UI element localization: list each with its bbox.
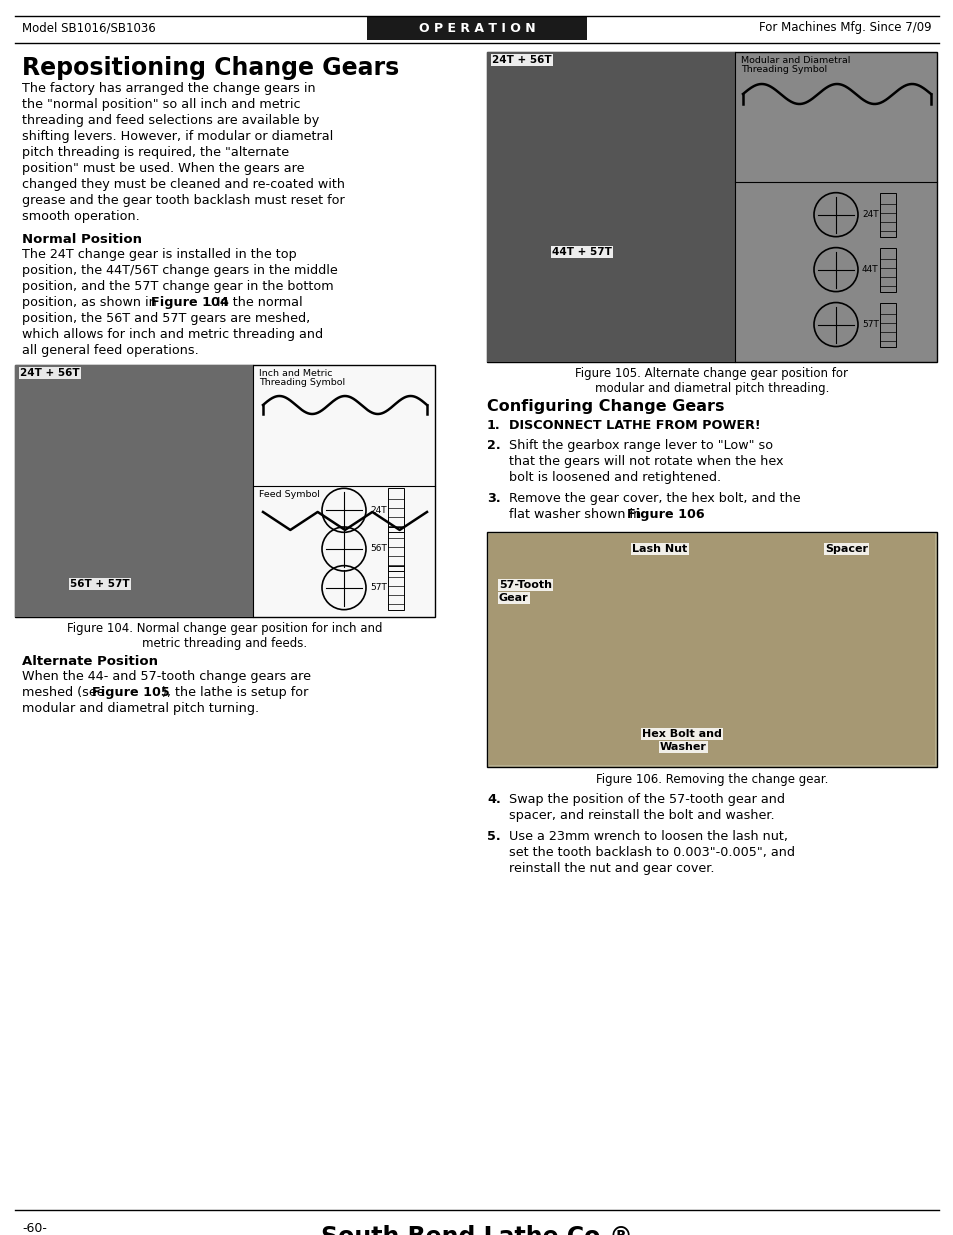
Text: 57T: 57T: [862, 320, 878, 329]
Text: Feed Symbol: Feed Symbol: [258, 490, 319, 499]
Text: For Machines Mfg. Since 7/09: For Machines Mfg. Since 7/09: [759, 21, 931, 35]
Bar: [879, 193, 895, 237]
Text: position" must be used. When the gears are: position" must be used. When the gears a…: [22, 162, 304, 175]
Text: 57T: 57T: [370, 583, 387, 592]
Text: Repositioning Change Gears: Repositioning Change Gears: [22, 56, 399, 80]
Text: Model SB1016/SB1036: Model SB1016/SB1036: [22, 21, 155, 35]
Text: 2.: 2.: [486, 438, 500, 452]
Bar: [486, 532, 936, 767]
Text: spacer, and reinstall the bolt and washer.: spacer, and reinstall the bolt and washe…: [509, 809, 774, 823]
Text: all general feed operations.: all general feed operations.: [22, 345, 198, 357]
Text: shifting levers. However, if modular or diametral: shifting levers. However, if modular or …: [22, 130, 333, 143]
Text: Alternate Position: Alternate Position: [22, 655, 158, 668]
Bar: [15, 366, 435, 618]
Text: -60-: -60-: [22, 1221, 47, 1235]
Text: Shift the gearbox range lever to "Low" so: Shift the gearbox range lever to "Low" s…: [509, 438, 772, 452]
Text: 57-Tooth: 57-Tooth: [498, 580, 552, 590]
Text: Lash Nut: Lash Nut: [631, 543, 686, 555]
Text: 56T: 56T: [370, 545, 387, 553]
Text: position, and the 57T change gear in the bottom: position, and the 57T change gear in the…: [22, 280, 334, 293]
Text: 24T + 56T: 24T + 56T: [492, 56, 551, 65]
Text: Gear: Gear: [498, 593, 528, 603]
Text: Inch and Metric: Inch and Metric: [258, 369, 333, 378]
Text: Modular and Diametral: Modular and Diametral: [740, 56, 849, 65]
Text: Swap the position of the 57-tooth gear and: Swap the position of the 57-tooth gear a…: [509, 793, 784, 806]
Text: Remove the gear cover, the hex bolt, and the: Remove the gear cover, the hex bolt, and…: [509, 492, 800, 505]
Bar: [489, 534, 934, 764]
Text: Threading Symbol: Threading Symbol: [740, 65, 826, 74]
Text: 44T: 44T: [862, 266, 878, 274]
Text: South Bend Lathe Co.®: South Bend Lathe Co.®: [321, 1225, 632, 1235]
Text: 24T + 56T: 24T + 56T: [20, 368, 79, 378]
Text: Spacer: Spacer: [824, 543, 867, 555]
Text: threading and feed selections are available by: threading and feed selections are availa…: [22, 114, 319, 127]
Text: the "normal position" so all inch and metric: the "normal position" so all inch and me…: [22, 98, 300, 111]
Bar: [15, 366, 253, 618]
Text: Figure 106. Removing the change gear.: Figure 106. Removing the change gear.: [596, 773, 827, 785]
Text: meshed (see: meshed (see: [22, 685, 109, 699]
Text: that the gears will not rotate when the hex: that the gears will not rotate when the …: [509, 454, 782, 468]
Text: which allows for inch and metric threading and: which allows for inch and metric threadi…: [22, 329, 323, 341]
Text: modular and diametral pitch turning.: modular and diametral pitch turning.: [22, 701, 259, 715]
Text: Use a 23mm wrench to loosen the lash nut,: Use a 23mm wrench to loosen the lash nut…: [509, 830, 787, 844]
Text: When the 44- and 57-tooth change gears are: When the 44- and 57-tooth change gears a…: [22, 671, 311, 683]
Bar: [879, 247, 895, 291]
Text: smooth operation.: smooth operation.: [22, 210, 139, 224]
Text: Figure 105. Alternate change gear position for
modular and diametral pitch threa: Figure 105. Alternate change gear positi…: [575, 367, 847, 395]
Text: The 24T change gear is installed in the top: The 24T change gear is installed in the …: [22, 248, 296, 261]
Text: Configuring Change Gears: Configuring Change Gears: [486, 399, 723, 414]
Text: grease and the gear tooth backlash must reset for: grease and the gear tooth backlash must …: [22, 194, 344, 207]
Text: Hex Bolt and: Hex Bolt and: [641, 729, 721, 739]
Text: Threading Symbol: Threading Symbol: [258, 378, 345, 387]
Bar: [879, 303, 895, 347]
Text: 24T: 24T: [862, 210, 878, 219]
Text: 1.: 1.: [486, 419, 500, 432]
Text: set the tooth backlash to 0.003"-0.005", and: set the tooth backlash to 0.003"-0.005",…: [509, 846, 794, 860]
Bar: [388, 566, 403, 610]
Text: Figure 104: Figure 104: [151, 296, 229, 309]
Text: flat washer shown in: flat washer shown in: [509, 508, 644, 521]
Text: position, the 44T/56T change gears in the middle: position, the 44T/56T change gears in th…: [22, 264, 337, 277]
Text: position, as shown in             . In the normal: position, as shown in . In the normal: [22, 296, 302, 309]
Text: reinstall the nut and gear cover.: reinstall the nut and gear cover.: [509, 862, 714, 876]
Text: changed they must be cleaned and re-coated with: changed they must be cleaned and re-coat…: [22, 178, 345, 191]
Bar: [388, 527, 403, 571]
Text: 44T + 57T: 44T + 57T: [552, 247, 611, 257]
Text: ), the lathe is setup for: ), the lathe is setup for: [162, 685, 308, 699]
Text: Figure 106: Figure 106: [626, 508, 704, 521]
Bar: [367, 16, 586, 40]
Text: Figure 104. Normal change gear position for inch and
metric threading and feeds.: Figure 104. Normal change gear position …: [67, 622, 382, 650]
Text: O P E R A T I O N: O P E R A T I O N: [418, 21, 535, 35]
Text: 24T: 24T: [370, 506, 386, 515]
Bar: [486, 52, 936, 362]
Text: The factory has arranged the change gears in: The factory has arranged the change gear…: [22, 82, 315, 95]
Text: 4.: 4.: [486, 793, 500, 806]
Text: pitch threading is required, the "alternate: pitch threading is required, the "altern…: [22, 146, 289, 159]
Text: 3.: 3.: [486, 492, 500, 505]
Text: position, the 56T and 57T gears are meshed,: position, the 56T and 57T gears are mesh…: [22, 312, 310, 325]
Text: 56T + 57T: 56T + 57T: [70, 579, 130, 589]
Text: Figure 105: Figure 105: [91, 685, 170, 699]
Text: .: .: [697, 508, 700, 521]
Bar: [388, 488, 403, 532]
Text: Washer: Washer: [659, 742, 706, 752]
Text: DISCONNECT LATHE FROM POWER!: DISCONNECT LATHE FROM POWER!: [509, 419, 760, 432]
Bar: [486, 52, 734, 362]
Text: Normal Position: Normal Position: [22, 233, 142, 246]
Text: bolt is loosened and retightened.: bolt is loosened and retightened.: [509, 471, 720, 484]
Text: 5.: 5.: [486, 830, 500, 844]
